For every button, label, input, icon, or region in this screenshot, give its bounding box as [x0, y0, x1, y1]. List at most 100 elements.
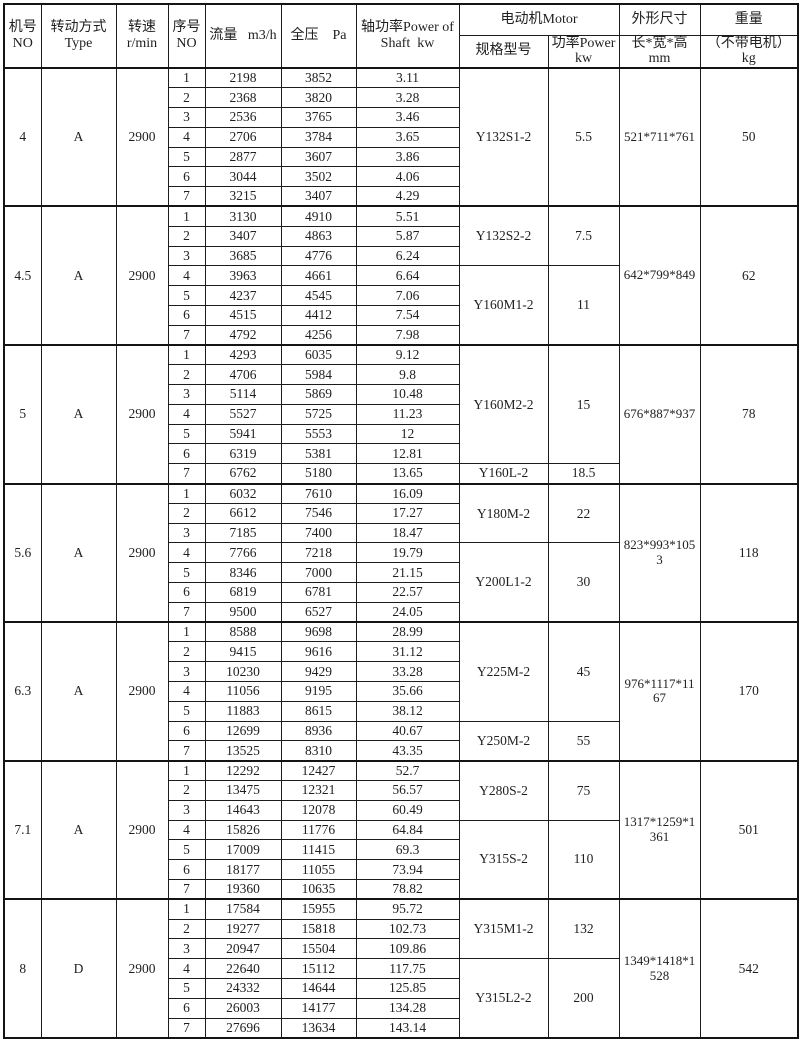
serial-no-cell: 5 — [167, 562, 206, 584]
flow-cell: 2198 — [204, 66, 282, 89]
serial-no-cell: 5 — [167, 146, 206, 168]
table-row: 6 12699 8936 40.67 Y250M-2 55 — [4, 720, 798, 762]
speed-cell: 2900 — [115, 344, 169, 485]
fan-spec-table: 机号 NO 转动方式 Type 转速 r/min 序号 NO 流量 m3/h 全… — [3, 3, 799, 1039]
flow-cell: 17009 — [204, 839, 282, 861]
motor-power-cell: 22 — [547, 482, 620, 544]
shaft-power-cell: 7.54 — [355, 304, 460, 326]
pressure-cell: 4863 — [280, 225, 357, 247]
header-drive-type: 转动方式 Type — [40, 3, 117, 69]
motor-model-cell: Y160L-2 — [458, 463, 549, 485]
motor-power-cell: 7.5 — [547, 205, 620, 267]
flow-cell: 4706 — [204, 364, 282, 386]
shaft-power-cell: 33.28 — [355, 661, 460, 683]
table-row: 4 3963 4661 6.64 Y160M1-2 11 — [4, 265, 798, 346]
pressure-cell: 6527 — [280, 601, 357, 623]
shaft-power-cell: 109.86 — [355, 938, 460, 960]
motor-model-cell: Y280S-2 — [458, 759, 549, 821]
serial-no-cell: 6 — [167, 859, 206, 881]
motor-power-cell: 45 — [547, 621, 620, 722]
flow-cell: 6612 — [204, 502, 282, 524]
flow-cell: 5527 — [204, 403, 282, 425]
weight-cell: 62 — [699, 205, 799, 346]
pressure-cell: 3502 — [280, 166, 357, 188]
pressure-cell: 8615 — [280, 700, 357, 722]
table-row: 4.5 A 2900 1 3130 4910 5.51 Y132S2-2 7.5 642*799*… — [3, 205, 799, 346]
table-row: 6 26003 14177 134.28 — [4, 997, 798, 1019]
flow-cell: 9415 — [204, 641, 282, 663]
table-row: 5 11883 8615 38.12 — [4, 700, 798, 722]
flow-cell: 3130 — [204, 205, 282, 227]
flow-cell: 4515 — [204, 304, 282, 326]
pressure-cell: 9195 — [280, 681, 357, 702]
flow-cell: 26003 — [204, 997, 282, 1019]
flow-cell: 6032 — [204, 482, 282, 504]
shaft-power-cell: 52.7 — [355, 759, 460, 782]
table-row: 5 4237 4545 7.06 — [4, 285, 798, 306]
shaft-power-cell: 24.05 — [355, 601, 460, 623]
pressure-cell: 7546 — [280, 502, 357, 524]
serial-no-cell: 6 — [167, 720, 206, 742]
shaft-power-cell: 4.06 — [355, 166, 460, 188]
serial-no-cell: 1 — [167, 759, 206, 782]
pressure-cell: 11055 — [280, 859, 357, 881]
shaft-power-cell: 3.46 — [355, 106, 460, 128]
speed-cell: 2900 — [115, 621, 169, 762]
flow-cell: 11883 — [204, 700, 282, 722]
table-row: 4 A 2900 1 2198 3852 3.11 Y132S1-2 5.5 521*711*76… — [3, 66, 799, 207]
shaft-power-cell: 35.66 — [355, 681, 460, 702]
flow-cell: 6819 — [204, 582, 282, 603]
table-row: 7 19360 10635 78.82 — [4, 879, 798, 900]
pressure-cell: 5180 — [280, 463, 357, 485]
shaft-power-cell: 3.65 — [355, 126, 460, 148]
shaft-power-cell: 13.65 — [355, 463, 460, 485]
weight-cell: 118 — [699, 482, 799, 623]
table-header: 机号 NO 转动方式 Type 转速 r/min 序号 NO 流量 m3/h 全… — [3, 3, 799, 69]
flow-cell: 15826 — [204, 819, 282, 841]
motor-power-cell: 5.5 — [547, 66, 620, 207]
pressure-cell: 4910 — [280, 205, 357, 227]
shaft-power-cell: 134.28 — [355, 997, 460, 1019]
pressure-cell: 6781 — [280, 582, 357, 603]
table-row: 4 2706 3784 3.65 — [4, 126, 798, 148]
pressure-cell: 3407 — [280, 186, 357, 207]
flow-cell: 5114 — [204, 384, 282, 405]
pressure-cell: 5984 — [280, 364, 357, 386]
pressure-cell: 5381 — [280, 443, 357, 465]
flow-cell: 9500 — [204, 601, 282, 623]
header-machine-no: 机号 NO — [3, 3, 42, 69]
drive-type-cell: A — [40, 482, 117, 623]
header-motor-model: 规格型号 — [458, 34, 549, 69]
header-serial-no: 序号 NO — [167, 3, 206, 69]
shaft-power-cell: 3.11 — [355, 66, 460, 89]
serial-no-cell: 2 — [167, 502, 206, 524]
serial-no-cell: 2 — [167, 87, 206, 108]
weight-cell: 170 — [699, 621, 799, 762]
motor-power-cell: 132 — [547, 898, 620, 960]
flow-cell: 3407 — [204, 225, 282, 247]
flow-cell: 24332 — [204, 978, 282, 999]
dimensions-cell: 676*887*937 — [618, 344, 701, 485]
pressure-cell: 4412 — [280, 304, 357, 326]
header-dimensions-unit: 长*宽*高 mm — [618, 34, 701, 69]
pressure-cell: 5553 — [280, 423, 357, 445]
drive-type-cell: A — [40, 66, 117, 207]
shaft-power-cell: 95.72 — [355, 898, 460, 920]
pressure-cell: 9429 — [280, 661, 357, 683]
shaft-power-cell: 3.28 — [355, 87, 460, 108]
pressure-cell: 11415 — [280, 839, 357, 861]
pressure-cell: 3784 — [280, 126, 357, 148]
shaft-power-cell: 31.12 — [355, 641, 460, 663]
table-row: 7 4792 4256 7.98 — [4, 324, 798, 346]
table-row: 2 3407 4863 5.87 — [4, 225, 798, 247]
pressure-cell: 15818 — [280, 918, 357, 940]
shaft-power-cell: 9.12 — [355, 344, 460, 366]
speed-cell: 2900 — [115, 898, 169, 1039]
flow-cell: 7185 — [204, 522, 282, 544]
table-row: 6.3 A 2900 1 8588 9698 28.99 Y225M-2 45 976*1117*… — [3, 621, 799, 762]
shaft-power-cell: 125.85 — [355, 978, 460, 999]
pressure-cell: 3820 — [280, 87, 357, 108]
serial-no-cell: 4 — [167, 265, 206, 287]
pressure-cell: 7610 — [280, 482, 357, 504]
